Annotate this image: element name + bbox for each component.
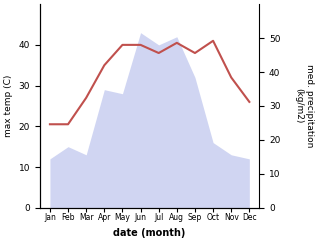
Y-axis label: max temp (C): max temp (C) [4,75,13,137]
X-axis label: date (month): date (month) [114,228,186,238]
Y-axis label: med. precipitation
(kg/m2): med. precipitation (kg/m2) [294,64,314,148]
